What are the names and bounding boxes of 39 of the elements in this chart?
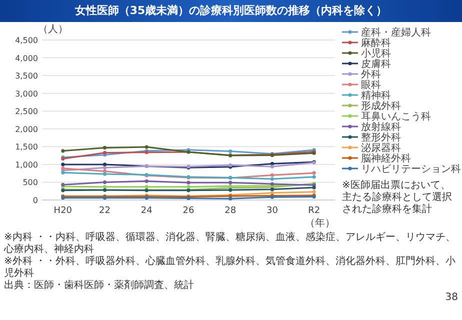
y-tick-label: 2,500	[15, 107, 38, 116]
x-tick-label: R2	[308, 206, 320, 216]
legend-label: リハビリテーション科	[361, 163, 461, 175]
legend-label: 産科・産婦人科	[361, 26, 431, 38]
x-tick-label: 22	[99, 206, 111, 216]
x-tick-label: H20	[54, 206, 72, 216]
legend-label: 皮膚科	[361, 58, 391, 70]
y-tick-label: 500	[22, 178, 38, 188]
y-tick-label: 3,500	[15, 72, 38, 81]
y-tick-label: 0	[32, 196, 38, 205]
y-tick-label: 3,000	[15, 89, 38, 98]
y-tick-label: 1,500	[15, 142, 38, 152]
chart-title: 女性医師（35歳未満）の診療科別医師数の推移（内科を除く）	[0, 0, 462, 22]
legend-label: 耳鼻いんこう科	[361, 110, 431, 122]
legend-label: 形成外科	[361, 100, 401, 112]
legend-label: 麻酔科	[361, 37, 391, 49]
x-tick-label: 30	[266, 206, 278, 216]
y-tick-label: 2,000	[15, 124, 38, 134]
legend-label: 脳神経外科	[361, 152, 411, 164]
text: ※外科 ・・外科、呼吸器外科、心臓血管外科、乳腺外科、気管食道外科、消化器外科、肛門外科、小児外科	[4, 256, 457, 280]
legend-label: 小児科	[361, 48, 391, 60]
x-tick-label: 24	[140, 206, 153, 216]
legend-label: 泌尿器科	[361, 142, 401, 154]
x-tick-label: 28	[224, 206, 236, 216]
x-axis-title: （年）	[305, 217, 335, 229]
y-tick-label: 4,000	[15, 54, 38, 63]
legend-label: 整形外科	[361, 132, 401, 144]
legend-label: 眼科	[361, 79, 381, 91]
y-tick-label: 4,500	[15, 36, 38, 45]
legend-label: 精神科	[361, 90, 391, 102]
legend-label: 外科	[361, 68, 381, 80]
x-tick-label: 26	[182, 206, 194, 216]
source-note: 出典：医師・歯科医師・薬剤師調査、統計	[4, 280, 195, 292]
text: ※医師届出票において、主たる診療科として選択された診療科を集計	[342, 180, 453, 216]
y-axis-title: （人）	[38, 24, 68, 35]
text: 38	[444, 292, 458, 304]
y-tick-label: 1,000	[15, 160, 38, 170]
legend-label: 放射線科	[361, 121, 401, 133]
text: ※内科 ・・内科、呼吸器、循環器、消化器、腎臓、糖尿病、血液、感染症、アレルギー、リウマチ、心療内科、神経内科	[4, 232, 457, 256]
